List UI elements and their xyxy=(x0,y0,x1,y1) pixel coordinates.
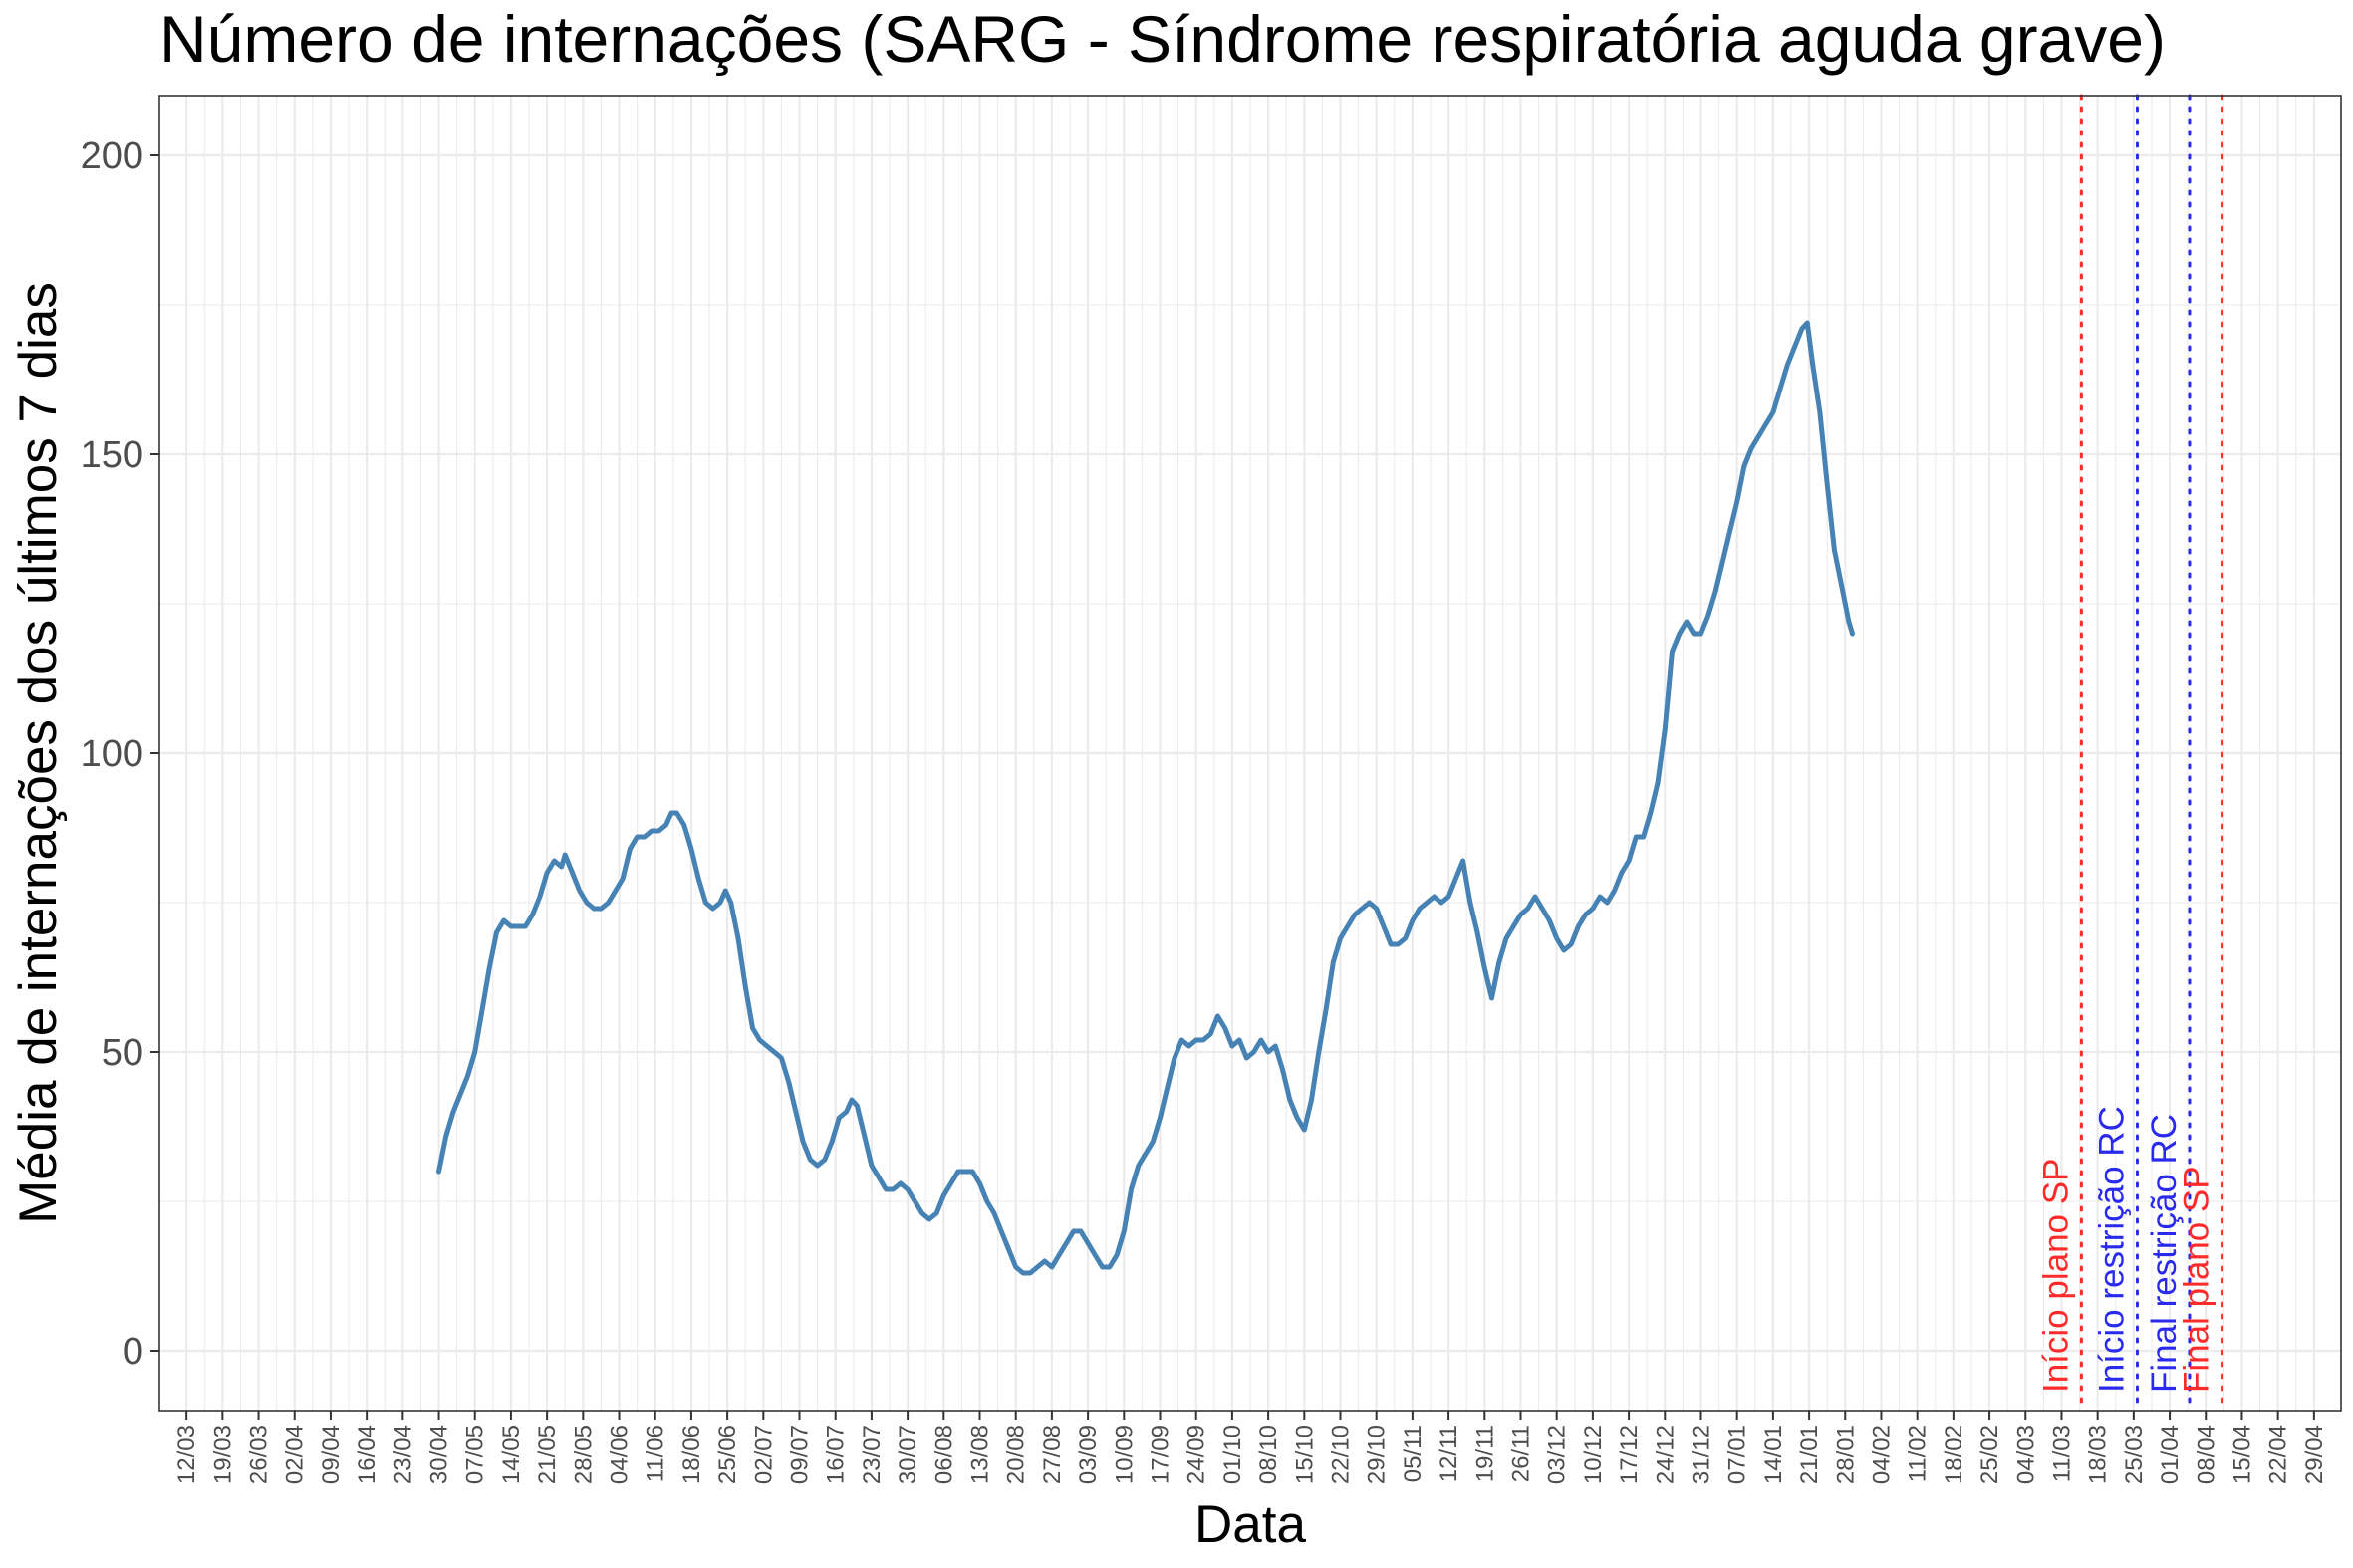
x-tick-label: 09/07 xyxy=(787,1425,814,1484)
x-tick-label: 14/01 xyxy=(1760,1425,1787,1484)
x-tick-label: 26/03 xyxy=(246,1425,273,1484)
x-tick-label: 04/02 xyxy=(1868,1425,1895,1484)
y-tick-label: 150 xyxy=(81,434,143,476)
y-axis-title: Média de internações dos últimos 7 dias xyxy=(9,282,68,1224)
x-tick-label: 26/11 xyxy=(1507,1425,1534,1482)
y-axis: 0 50 100 150 200 xyxy=(81,135,159,1373)
x-tick-label: 28/05 xyxy=(570,1425,597,1484)
y-tick-label: 0 xyxy=(123,1331,143,1373)
x-tick-label: 23/04 xyxy=(390,1425,416,1484)
x-tick-label: 29/04 xyxy=(2301,1425,2328,1484)
x-tick-label: 24/12 xyxy=(1652,1425,1679,1484)
x-tick-label: 17/12 xyxy=(1616,1425,1643,1484)
x-axis: 12/03 19/03 26/03 02/04 09/04 16/04 23/04 30/04… xyxy=(173,1411,2328,1484)
y-tick-label: 100 xyxy=(81,733,143,775)
x-tick-label: 10/12 xyxy=(1580,1425,1607,1484)
x-tick-label: 20/08 xyxy=(1003,1425,1030,1484)
x-tick-label: 15/10 xyxy=(1291,1425,1318,1484)
x-tick-label: 23/07 xyxy=(859,1425,886,1484)
x-tick-label: 09/04 xyxy=(318,1425,345,1484)
x-tick-label: 21/01 xyxy=(1796,1425,1823,1484)
x-tick-label: 19/03 xyxy=(209,1425,236,1484)
x-tick-label: 19/11 xyxy=(1471,1425,1498,1482)
x-tick-label: 31/12 xyxy=(1688,1425,1714,1484)
x-tick-label: 28/01 xyxy=(1832,1425,1859,1484)
y-tick-label: 200 xyxy=(81,135,143,177)
series-line xyxy=(436,320,1855,1276)
grid xyxy=(159,96,2341,1411)
x-tick-label: 27/08 xyxy=(1039,1425,1066,1484)
x-tick-label: 16/07 xyxy=(823,1425,850,1484)
x-tick-label: 12/11 xyxy=(1436,1425,1462,1482)
x-tick-label: 04/03 xyxy=(2012,1425,2039,1484)
x-tick-label: 14/05 xyxy=(498,1425,525,1484)
x-tick-label: 17/09 xyxy=(1148,1425,1175,1484)
x-tick-label: 08/10 xyxy=(1255,1425,1282,1484)
x-tick-label: 16/04 xyxy=(354,1425,381,1484)
event-label: Final plano SP xyxy=(2178,1166,2217,1393)
x-tick-label: 21/05 xyxy=(534,1425,561,1484)
x-tick-label: 13/08 xyxy=(967,1425,994,1484)
x-tick-label: 11/06 xyxy=(643,1425,669,1482)
x-tick-label: 07/01 xyxy=(1724,1425,1751,1484)
x-tick-label: 02/07 xyxy=(750,1425,777,1484)
x-tick-label: 22/10 xyxy=(1327,1425,1354,1484)
x-tick-label: 18/06 xyxy=(678,1425,705,1484)
x-tick-label: 24/09 xyxy=(1183,1425,1210,1484)
x-tick-label: 06/08 xyxy=(930,1425,957,1484)
x-tick-label: 25/02 xyxy=(1976,1425,2003,1484)
x-tick-label: 15/04 xyxy=(2228,1425,2255,1484)
event-label: Final restrição RC xyxy=(2145,1114,2184,1393)
x-tick-label: 04/06 xyxy=(607,1425,634,1484)
x-tick-label: 10/09 xyxy=(1111,1425,1138,1484)
chart-title: Número de internações (SARG - Síndrome r… xyxy=(159,2,2166,76)
x-tick-label: 11/03 xyxy=(2048,1425,2075,1482)
x-tick-label: 12/03 xyxy=(173,1425,200,1484)
x-tick-label: 25/06 xyxy=(714,1425,741,1484)
x-tick-label: 02/04 xyxy=(282,1425,309,1484)
x-tick-label: 01/10 xyxy=(1219,1425,1246,1484)
x-tick-label: 01/04 xyxy=(2157,1425,2184,1484)
y-tick-label: 50 xyxy=(102,1032,143,1074)
x-tick-label: 05/11 xyxy=(1400,1425,1427,1482)
event-label: Início restrição RC xyxy=(2092,1106,2131,1393)
x-tick-label: 03/12 xyxy=(1544,1425,1571,1484)
x-tick-label: 18/03 xyxy=(2085,1425,2112,1484)
x-tick-label: 03/09 xyxy=(1075,1425,1102,1484)
x-tick-label: 18/02 xyxy=(1941,1425,1967,1484)
x-tick-label: 30/04 xyxy=(426,1425,453,1484)
series-layer xyxy=(436,320,1855,1276)
x-tick-label: 25/03 xyxy=(2121,1425,2148,1484)
x-tick-label: 30/07 xyxy=(895,1425,921,1484)
x-tick-label: 08/04 xyxy=(2193,1425,2220,1484)
x-tick-label: 11/02 xyxy=(1905,1425,1932,1482)
x-tick-label: 29/10 xyxy=(1364,1425,1391,1484)
x-axis-title: Data xyxy=(1194,1495,1306,1554)
event-label: Início plano SP xyxy=(2036,1159,2075,1393)
event-lines: Início plano SP Início restrição RC Final … xyxy=(2036,94,2224,1413)
x-tick-label: 22/04 xyxy=(2265,1425,2292,1484)
x-tick-label: 07/05 xyxy=(462,1425,489,1484)
